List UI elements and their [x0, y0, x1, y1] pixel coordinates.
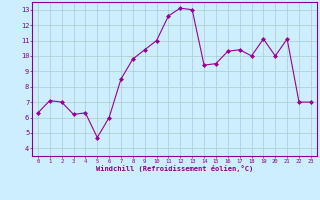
X-axis label: Windchill (Refroidissement éolien,°C): Windchill (Refroidissement éolien,°C): [96, 165, 253, 172]
